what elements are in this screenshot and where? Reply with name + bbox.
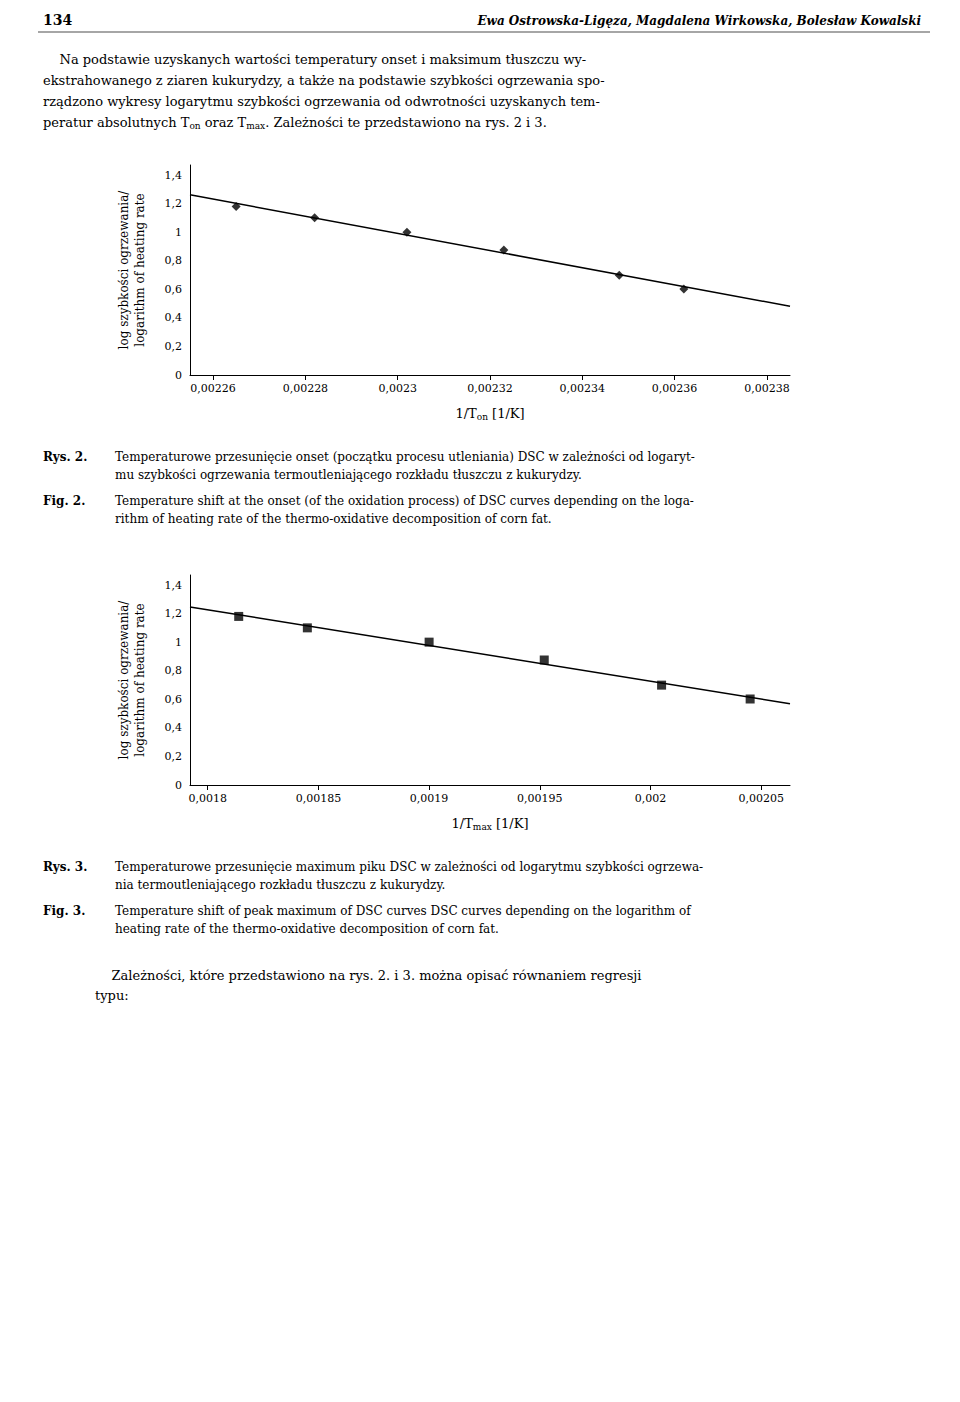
svg-text:0: 0 xyxy=(175,369,182,382)
svg-text:0,00185: 0,00185 xyxy=(296,792,342,805)
svg-text:0,0019: 0,0019 xyxy=(410,792,449,805)
svg-text:typu:: typu: xyxy=(95,988,129,1003)
svg-text:0,0023: 0,0023 xyxy=(378,382,417,395)
svg-text:Temperaturowe przesunięcie ons: Temperaturowe przesunięcie onset (począt… xyxy=(115,450,695,464)
svg-text:ekstrahowanego z ziaren kukury: ekstrahowanego z ziaren kukurydzy, a tak… xyxy=(43,73,605,88)
svg-text:0,002: 0,002 xyxy=(635,792,667,805)
svg-text:[1/K]: [1/K] xyxy=(488,406,525,421)
svg-text:1/T: 1/T xyxy=(452,816,474,831)
svg-text:0,00236: 0,00236 xyxy=(652,382,698,395)
svg-text:peratur absolutnych T: peratur absolutnych T xyxy=(43,115,190,130)
svg-text:Temperature shift of peak maxi: Temperature shift of peak maximum of DSC… xyxy=(115,904,692,918)
svg-text:0,6: 0,6 xyxy=(165,283,183,296)
svg-text:logarithm of heating rate: logarithm of heating rate xyxy=(133,193,147,346)
svg-text:heating rate of the thermo-oxi: heating rate of the thermo-oxidative dec… xyxy=(115,922,499,936)
svg-text:Temperature shift at the onset: Temperature shift at the onset (of the o… xyxy=(115,494,694,508)
svg-text:1: 1 xyxy=(175,636,182,649)
svg-text:Zależności, które przedstawion: Zależności, które przedstawiono na rys. … xyxy=(95,968,642,983)
svg-text:0,6: 0,6 xyxy=(165,693,183,706)
svg-text:1,4: 1,4 xyxy=(165,169,183,182)
svg-text:Ewa Ostrowska-Ligęza, Magdalen: Ewa Ostrowska-Ligęza, Magdalena Wirkowsk… xyxy=(476,14,921,28)
svg-text:0,8: 0,8 xyxy=(165,664,183,677)
svg-text:mu szybkości ogrzewania termou: mu szybkości ogrzewania termoutleniające… xyxy=(115,468,582,482)
svg-text:log szybkości ogrzewania/: log szybkości ogrzewania/ xyxy=(117,600,131,760)
svg-text:1,2: 1,2 xyxy=(165,197,183,210)
svg-text:0,00234: 0,00234 xyxy=(560,382,606,395)
svg-text:0,00205: 0,00205 xyxy=(738,792,784,805)
svg-text:Rys. 2.: Rys. 2. xyxy=(43,450,87,464)
svg-text:nia termoutleniającego rozkład: nia termoutleniającego rozkładu tłuszczu… xyxy=(115,878,445,892)
svg-text:1/T: 1/T xyxy=(455,406,477,421)
svg-text:0,2: 0,2 xyxy=(165,750,183,763)
svg-text:134: 134 xyxy=(43,12,72,28)
svg-text:1,2: 1,2 xyxy=(165,607,183,620)
svg-text:max: max xyxy=(246,121,265,131)
svg-text:0,00226: 0,00226 xyxy=(190,382,236,395)
svg-text:Fig. 3.: Fig. 3. xyxy=(43,904,85,918)
svg-text:oraz T: oraz T xyxy=(201,115,247,130)
svg-text:log szybkości ogrzewania/: log szybkości ogrzewania/ xyxy=(117,190,131,350)
svg-text:0,00228: 0,00228 xyxy=(283,382,329,395)
svg-text:Na podstawie uzyskanych wartoś: Na podstawie uzyskanych wartości tempera… xyxy=(43,52,586,67)
svg-text:Fig. 2.: Fig. 2. xyxy=(43,494,85,508)
svg-text:on: on xyxy=(189,121,200,131)
svg-text:Temperaturowe przesunięcie max: Temperaturowe przesunięcie maximum piku … xyxy=(115,860,703,874)
svg-text:0,2: 0,2 xyxy=(165,340,183,353)
svg-text:1: 1 xyxy=(175,226,182,239)
svg-text:1,4: 1,4 xyxy=(165,579,183,592)
svg-text:0: 0 xyxy=(175,779,182,792)
svg-text:rithm of heating rate of the t: rithm of heating rate of the thermo-oxid… xyxy=(115,512,552,526)
svg-text:on: on xyxy=(477,412,488,422)
svg-text:logarithm of heating rate: logarithm of heating rate xyxy=(133,603,147,756)
svg-text:0,4: 0,4 xyxy=(165,721,183,734)
svg-text:0,0018: 0,0018 xyxy=(188,792,227,805)
svg-text:max: max xyxy=(473,822,492,832)
svg-text:0,4: 0,4 xyxy=(165,311,183,324)
svg-text:0,00232: 0,00232 xyxy=(467,382,513,395)
svg-text:[1/K]: [1/K] xyxy=(492,816,529,831)
svg-text:. Zależności te przedstawiono: . Zależności te przedstawiono na rys. 2 … xyxy=(265,115,547,130)
svg-text:0,8: 0,8 xyxy=(165,254,183,267)
svg-text:rządzono wykresy logarytmu szy: rządzono wykresy logarytmu szybkości ogr… xyxy=(43,94,600,109)
svg-text:0,00195: 0,00195 xyxy=(517,792,563,805)
svg-text:Rys. 3.: Rys. 3. xyxy=(43,860,87,874)
svg-text:0,00238: 0,00238 xyxy=(744,382,790,395)
